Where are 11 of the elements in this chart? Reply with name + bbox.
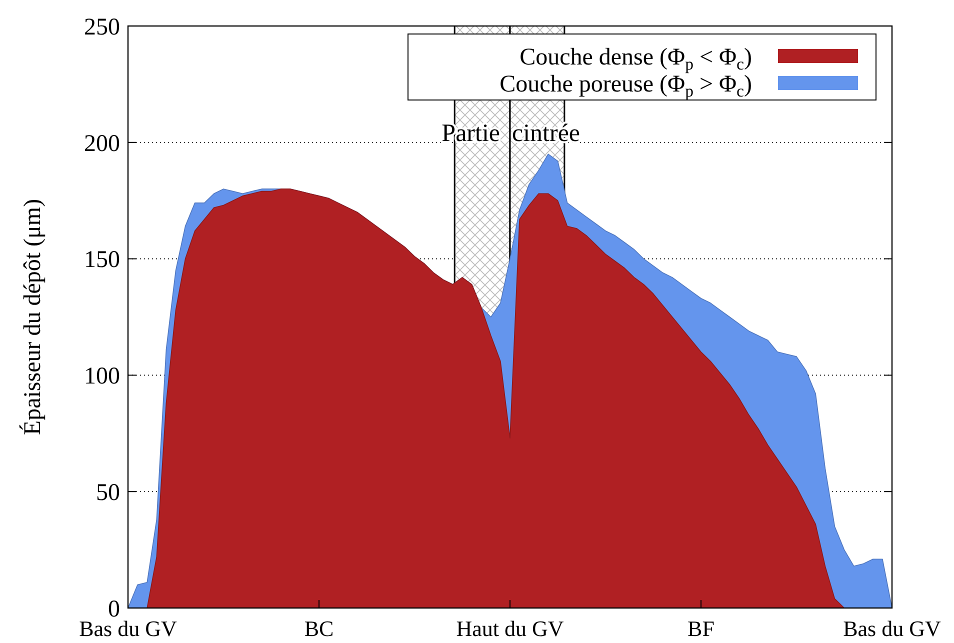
y-tick-label: 100 [84, 364, 120, 390]
y-tick-label: 150 [84, 247, 120, 274]
x-tick-label: Bas du GV [843, 616, 941, 641]
x-tick-label: BF [688, 616, 714, 641]
y-tick-label: 50 [96, 480, 120, 506]
legend-label: Couche dense (Φ$_{p}$ < Φ$_{c}$) [520, 44, 752, 74]
y-tick-label: 250 [84, 14, 120, 40]
x-tick-label: Haut du GV [456, 616, 564, 641]
y-axis-title: Épaisseur du dépôt (μm) [19, 198, 46, 436]
y-tick-label: 200 [84, 130, 120, 157]
x-tick-label: BC [304, 616, 334, 641]
